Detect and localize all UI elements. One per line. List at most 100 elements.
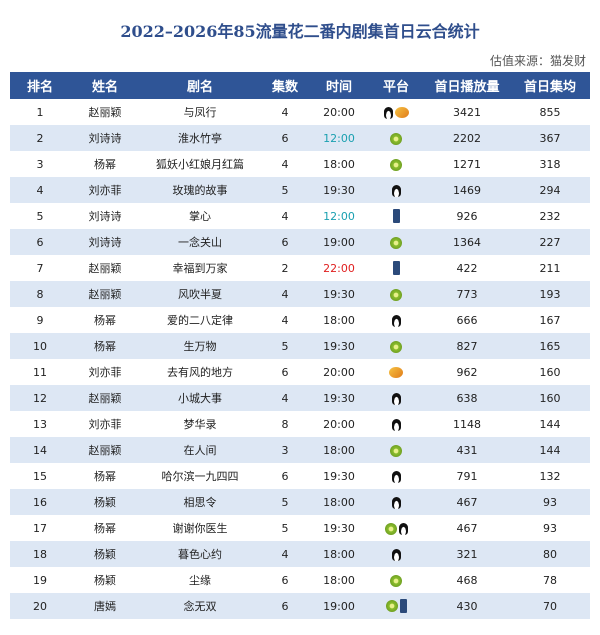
views: 666 [456, 313, 478, 327]
views: 1271 [453, 157, 481, 171]
platform [368, 437, 424, 463]
platform-icon [394, 107, 409, 118]
actress: 杨颖 [70, 541, 140, 567]
platform [368, 229, 424, 255]
avg-views: 294 [510, 177, 590, 203]
episodes: 6 [281, 365, 289, 379]
rank: 18 [10, 541, 70, 567]
column-header: 首日集均 [510, 72, 590, 99]
actress: 唐嫣 [70, 593, 140, 619]
time: 19:30 [310, 281, 368, 307]
platform [368, 281, 424, 307]
platform [368, 255, 424, 281]
rank: 15 [33, 469, 47, 483]
episodes: 4 [281, 209, 289, 223]
avg-views: 227 [510, 229, 590, 255]
table-row: 8 赵丽颖 风吹半夏 4 19:30 773 193 [10, 281, 590, 307]
table-row: 19 杨颖 尘缘 6 18:00 468 78 [10, 567, 590, 593]
drama: 玫瑰的故事 [140, 177, 260, 203]
rank: 13 [33, 417, 47, 431]
platform [368, 463, 424, 489]
actress: 刘亦菲 [88, 366, 122, 379]
episodes: 6 [281, 573, 289, 587]
drama: 暮色心约 [140, 541, 260, 567]
episodes: 6 [260, 229, 310, 255]
episodes: 6 [260, 125, 310, 151]
rank: 12 [10, 385, 70, 411]
platform [368, 411, 424, 437]
ranking-table: 排名 姓名 剧名 集数 时间 平台 首日播放量 首日集均 1 赵丽颖 与凤行 4 20:00 3421 8… [10, 72, 590, 619]
rank: 20 [10, 593, 70, 619]
table-row: 15 杨幂 哈尔滨一九四四 6 19:30 791 132 [10, 463, 590, 489]
time: 18:00 [323, 313, 355, 327]
drama: 尘缘 [189, 574, 211, 587]
views: 773 [424, 281, 510, 307]
time: 19:00 [310, 229, 368, 255]
platform [368, 151, 424, 177]
table-row: 6 刘诗诗 一念关山 6 19:00 1364 227 [10, 229, 590, 255]
episodes: 5 [260, 177, 310, 203]
episodes: 5 [281, 521, 289, 535]
avg-views: 132 [539, 469, 561, 483]
time: 12:00 [310, 125, 368, 151]
episodes: 4 [281, 105, 289, 119]
table-row: 12 赵丽颖 小城大事 4 19:30 638 160 [10, 385, 590, 411]
column-header: 时间 [310, 72, 368, 99]
platform-icon [391, 470, 401, 483]
table-row: 20 唐嫣 念无双 6 19:00 430 70 [10, 593, 590, 619]
time: 20:00 [323, 365, 355, 379]
platform [368, 541, 424, 567]
actress: 赵丽颖 [70, 281, 140, 307]
actress: 刘诗诗 [88, 210, 122, 223]
time: 20:00 [323, 105, 355, 119]
avg-views: 93 [510, 489, 590, 515]
views: 422 [456, 261, 478, 275]
actress: 赵丽颖 [70, 385, 140, 411]
platform-icon [390, 158, 402, 171]
episodes: 5 [260, 489, 310, 515]
table-row: 3 杨幂 狐妖小红娘月红篇 4 18:00 1271 318 [10, 151, 590, 177]
avg-views: 318 [539, 157, 561, 171]
avg-views: 80 [510, 541, 590, 567]
rank: 2 [10, 125, 70, 151]
table-row: 7 赵丽颖 幸福到万家 2 22:00 422 211 [10, 255, 590, 281]
drama: 谢谢你医生 [172, 522, 228, 535]
views: 1148 [453, 417, 481, 431]
platform-icon [398, 522, 408, 535]
table-row: 17 杨幂 谢谢你医生 5 19:30 467 93 [10, 515, 590, 541]
drama: 风吹半夏 [140, 281, 260, 307]
drama: 念无双 [140, 593, 260, 619]
avg-views: 70 [510, 593, 590, 619]
table-row: 5 刘诗诗 掌心 4 12:00 926 232 [10, 203, 590, 229]
avg-views: 167 [539, 313, 561, 327]
table-row: 10 杨幂 生万物 5 19:30 827 165 [10, 333, 590, 359]
platform-icon [389, 367, 403, 378]
platform [368, 125, 424, 151]
platform-icon [392, 209, 400, 223]
views: 638 [424, 385, 510, 411]
episodes: 2 [281, 261, 289, 275]
avg-views: 367 [510, 125, 590, 151]
episodes: 8 [281, 417, 289, 431]
actress: 赵丽颖 [88, 106, 122, 119]
actress: 赵丽颖 [88, 262, 122, 275]
table-row: 13 刘亦菲 梦华录 8 20:00 1148 144 [10, 411, 590, 437]
avg-views: 160 [510, 385, 590, 411]
views: 791 [456, 469, 478, 483]
column-header: 姓名 [70, 72, 140, 99]
drama: 狐妖小红娘月红篇 [156, 158, 244, 171]
table-row: 1 赵丽颖 与凤行 4 20:00 3421 855 [10, 99, 590, 125]
rank: 5 [36, 209, 44, 223]
episodes: 4 [260, 541, 310, 567]
actress: 杨幂 [94, 470, 116, 483]
time: 19:30 [323, 521, 355, 535]
column-header: 平台 [368, 72, 424, 99]
rank: 10 [10, 333, 70, 359]
actress: 刘诗诗 [70, 229, 140, 255]
drama: 与凤行 [183, 106, 217, 119]
views: 467 [424, 489, 510, 515]
avg-views: 160 [539, 365, 561, 379]
drama: 幸福到万家 [172, 262, 228, 275]
platform-icon [390, 444, 402, 457]
actress: 赵丽颖 [70, 437, 140, 463]
